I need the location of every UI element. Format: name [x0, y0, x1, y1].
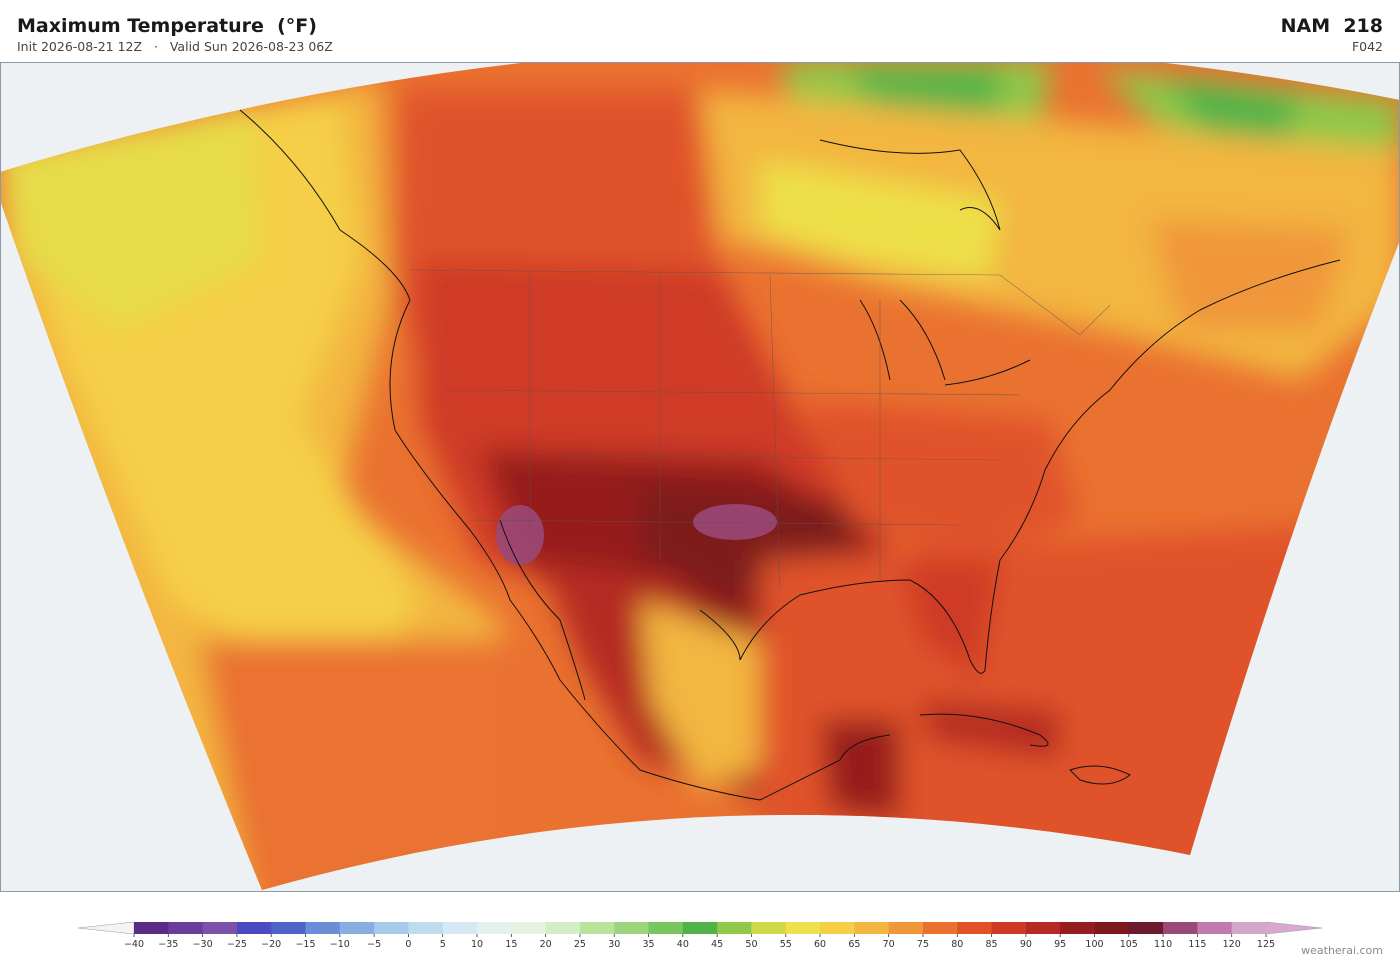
colorbar-segment — [1094, 922, 1130, 934]
header: Maximum Temperature (°F) Init 2026-08-21… — [0, 0, 1400, 62]
colorbar-segment — [820, 922, 855, 934]
colorbar-tick-label: 110 — [1154, 939, 1172, 950]
colorbar-tick-label: 45 — [711, 939, 723, 950]
forecast-hour: F042 — [1351, 39, 1383, 54]
colorbar-tick-label: −20 — [261, 939, 281, 950]
colorbar-tick-label: 10 — [471, 939, 483, 950]
colorbar-segment — [1060, 922, 1095, 934]
title: Maximum Temperature (°F) — [17, 15, 317, 37]
colorbar-segment — [854, 922, 890, 934]
borders — [409, 269, 1111, 591]
colorbar-segment — [957, 922, 993, 934]
colorbar-segment — [579, 922, 615, 934]
hot-spot — [693, 504, 777, 540]
colorbar-segment — [991, 922, 1027, 934]
colorbar-segment — [785, 922, 821, 934]
colorbar-tick-label: 35 — [642, 939, 654, 950]
colorbar: −40 −35 −30 −25 −20 −15 −10 −5 0 5 10 15 20 25 30 35 40 4… — [77, 921, 1323, 950]
colorbar-segment — [1163, 922, 1198, 934]
colorbar-segment — [1128, 922, 1164, 934]
colorbar-segment — [134, 922, 169, 934]
colorbar-segment — [408, 922, 444, 934]
colorbar-tick-label: 80 — [951, 939, 963, 950]
colorbar-tick-label: 50 — [745, 939, 757, 950]
colorbar-tick-label: −35 — [158, 939, 178, 950]
colorbar-segment — [339, 922, 375, 934]
colorbar-segment — [477, 922, 512, 934]
colorbar-segment — [1025, 922, 1061, 934]
colorbar-tick-label: 65 — [848, 939, 860, 950]
colorbar-tick-label: 15 — [505, 939, 517, 950]
colorbar-segment — [1231, 922, 1267, 934]
colorbar-tick-label: 100 — [1085, 939, 1103, 950]
colorbar-tick-label: −10 — [330, 939, 350, 950]
model-name: NAM 218 — [1280, 15, 1383, 37]
colorbar-tick-label: −25 — [227, 939, 247, 950]
colorbar-tick-label: 125 — [1257, 939, 1275, 950]
colorbar-segment — [271, 922, 307, 934]
colorbar-segment — [511, 922, 547, 934]
colorbar-tick-label: 60 — [814, 939, 826, 950]
colorbar-tick-label: 75 — [917, 939, 929, 950]
colorbar-segment — [717, 922, 752, 934]
colorbar-segment — [442, 922, 478, 934]
colorbar-segment — [545, 922, 581, 934]
colorbar-tick-label: 30 — [608, 939, 620, 950]
colorbar-tick-label: 25 — [574, 939, 586, 950]
colorbar-tick-label: 105 — [1120, 939, 1138, 950]
colorbar-tick-label: −40 — [124, 939, 144, 950]
colorbar-segment — [922, 922, 958, 934]
colorbar-segment — [305, 922, 341, 934]
colorbar-tick-label: 95 — [1054, 939, 1066, 950]
colorbar-tick-label: 115 — [1188, 939, 1206, 950]
colorbar-segment — [751, 922, 787, 934]
colorbar-segment — [202, 922, 238, 934]
colorbar-tick-label: 55 — [780, 939, 792, 950]
colorbar-segment — [236, 922, 272, 934]
colorbar-segment — [648, 922, 684, 934]
hot-spot — [496, 505, 544, 565]
colorbar-tick-label: 20 — [540, 939, 552, 950]
temperature-field — [0, 62, 1400, 890]
colorbar-extend-low — [77, 921, 135, 935]
colorbar-segment — [168, 922, 204, 934]
colorbar-segment — [1197, 922, 1233, 934]
colorbar-segment — [614, 922, 650, 934]
subtitle: Init 2026-08-21 12Z · Valid Sun 2026-08-… — [17, 39, 333, 54]
watermark: weatherai.com — [1301, 944, 1383, 957]
map — [0, 62, 1400, 892]
colorbar-tick-label: 120 — [1223, 939, 1241, 950]
colorbar-tick-label: 90 — [1020, 939, 1032, 950]
colorbar-tick-label: 70 — [883, 939, 895, 950]
field-blobs — [0, 62, 1400, 890]
colorbar-tick-label: 85 — [986, 939, 998, 950]
colorbar-segment — [374, 922, 409, 934]
coastlines — [239, 109, 1341, 801]
colorbar-tick-label: 5 — [440, 939, 446, 950]
colorbar-tick-label: 0 — [405, 939, 411, 950]
colorbar-tick-label: −5 — [367, 939, 381, 950]
colorbar-tick-label: −30 — [193, 939, 213, 950]
colorbar-tick-label: 40 — [677, 939, 689, 950]
colorbar-segment — [888, 922, 924, 934]
colorbar-segment — [682, 922, 718, 934]
colorbar-tick-label: −15 — [295, 939, 315, 950]
colorbar-extend-high — [1265, 921, 1323, 935]
